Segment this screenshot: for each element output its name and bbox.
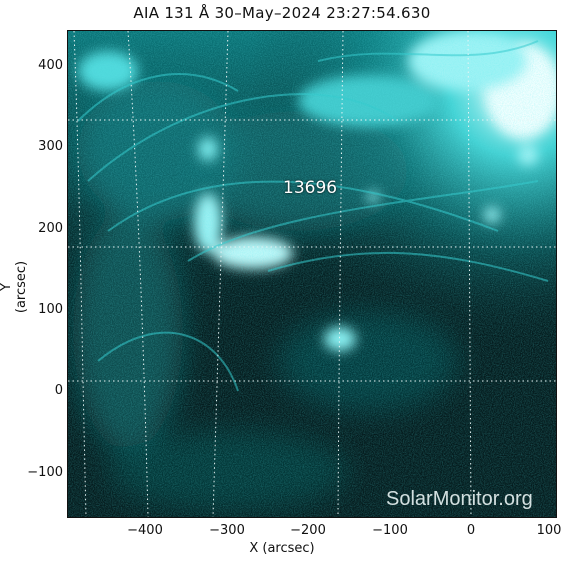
watermark: SolarMonitor.org — [386, 488, 533, 510]
y-tick-label: −100 — [27, 465, 63, 480]
y-tick-label: 100 — [38, 302, 63, 317]
x-tick-label: 100 — [536, 523, 562, 538]
x-tick-label: −400 — [127, 523, 163, 538]
x-tick-label: −300 — [209, 523, 245, 538]
y-tick-label: 300 — [38, 139, 63, 154]
heliographic-grid — [68, 31, 556, 517]
x-axis-title: X (arcsec) — [249, 541, 315, 556]
x-tick-label: −100 — [372, 523, 408, 538]
y-tick-label: 0 — [54, 383, 63, 398]
solar-image-panel — [67, 30, 557, 518]
solar-image — [68, 31, 556, 517]
x-tick-label: −200 — [290, 523, 326, 538]
y-tick-label: 400 — [38, 58, 63, 73]
image-title: AIA 131 Å 30–May–2024 23:27:54.630 — [133, 4, 431, 22]
y-axis-title: Y (arcsec) — [0, 260, 29, 314]
y-tick-label: 200 — [38, 221, 63, 236]
active-region-label: 13696 — [283, 178, 338, 198]
x-tick-label: 0 — [466, 523, 476, 538]
